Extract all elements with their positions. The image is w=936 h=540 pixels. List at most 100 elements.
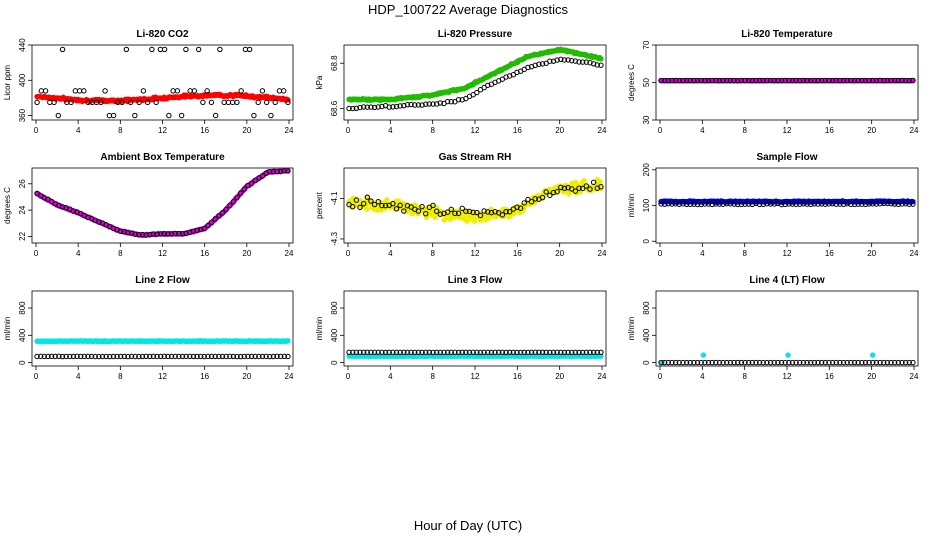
data-point	[539, 349, 546, 356]
data-point	[161, 353, 168, 360]
data-point	[433, 101, 440, 107]
data-point	[179, 231, 186, 237]
data-point	[375, 104, 381, 110]
data-point	[760, 359, 766, 366]
data-point	[168, 353, 175, 360]
data-point	[579, 185, 586, 192]
data-point	[423, 211, 429, 217]
data-point	[270, 353, 277, 360]
data-point	[840, 359, 847, 366]
data-point	[662, 77, 668, 84]
data-point	[150, 231, 157, 237]
data-point	[252, 353, 258, 360]
data-point	[263, 99, 270, 106]
data-point	[547, 58, 553, 64]
x-tick-label: 0	[34, 372, 39, 381]
series-dense	[346, 46, 604, 104]
data-point	[800, 77, 807, 84]
series-line1	[346, 179, 604, 219]
x-tick-label: 20	[867, 372, 876, 381]
data-point	[687, 77, 693, 84]
data-point	[782, 359, 788, 366]
data-point	[906, 201, 912, 207]
data-point	[565, 57, 571, 63]
data-point	[353, 349, 360, 356]
data-point	[455, 97, 462, 103]
data-point	[227, 202, 233, 209]
x-tick-label: 16	[825, 126, 834, 135]
series-line1	[34, 46, 291, 119]
data-point	[742, 201, 748, 207]
x-tick-label: 24	[598, 126, 607, 135]
data-point	[77, 353, 84, 360]
data-point	[143, 232, 149, 238]
data-point	[811, 201, 818, 207]
data-point	[735, 201, 741, 208]
data-point	[470, 209, 476, 216]
series-line1	[658, 200, 916, 208]
data-point	[862, 359, 869, 366]
data-point	[590, 349, 597, 356]
data-point	[38, 88, 45, 94]
data-point	[223, 353, 229, 360]
data-point	[771, 201, 777, 207]
data-point	[350, 203, 356, 210]
data-point	[793, 201, 799, 207]
data-point	[525, 64, 531, 71]
y-tick-label: 0	[330, 360, 339, 365]
data-point	[745, 77, 752, 84]
data-point	[346, 105, 352, 112]
data-point	[840, 201, 847, 208]
panel-li-820-temperature: Li-820 Temperature degrees C 0 4 8 12 16 20 24 30…	[627, 29, 919, 135]
data-point	[221, 99, 227, 106]
data-point	[517, 205, 524, 211]
data-point	[745, 359, 752, 366]
data-point	[492, 349, 498, 356]
data-point	[709, 77, 715, 84]
data-point	[280, 88, 287, 94]
data-point	[705, 201, 712, 207]
y-axis-label: ml/min	[3, 317, 12, 341]
data-point	[789, 359, 796, 366]
data-point	[123, 46, 130, 53]
data-point	[59, 353, 66, 360]
data-point	[208, 353, 215, 360]
data-point	[125, 230, 131, 236]
x-tick-label: 0	[346, 126, 351, 135]
data-point	[237, 190, 244, 196]
data-point	[241, 186, 248, 192]
data-point	[691, 77, 697, 84]
data-point	[789, 201, 796, 207]
data-point	[826, 77, 832, 84]
data-point	[415, 349, 422, 356]
data-point	[506, 209, 513, 215]
data-point	[727, 201, 734, 207]
data-point	[902, 359, 909, 366]
data-point	[724, 200, 730, 207]
data-point	[808, 359, 814, 366]
data-point	[829, 77, 836, 84]
data-point	[572, 58, 579, 64]
data-point	[255, 99, 261, 106]
y-axis-label: kPa	[315, 75, 324, 89]
data-point	[430, 349, 436, 356]
data-point	[408, 101, 414, 108]
data-point	[102, 88, 108, 94]
data-point	[459, 349, 465, 356]
data-point	[906, 359, 912, 366]
data-point	[353, 105, 360, 111]
data-point	[444, 349, 451, 356]
data-point	[870, 359, 876, 366]
data-point	[147, 232, 153, 238]
data-point	[161, 46, 168, 53]
data-point	[778, 77, 785, 84]
data-point	[117, 353, 124, 360]
data-point	[252, 177, 258, 184]
data-point	[669, 359, 675, 366]
data-point	[590, 179, 597, 186]
data-point	[375, 198, 381, 205]
x-tick-label: 4	[76, 249, 81, 258]
data-point	[437, 349, 444, 356]
y-tick-label: 26	[18, 179, 27, 188]
data-point	[815, 77, 821, 84]
